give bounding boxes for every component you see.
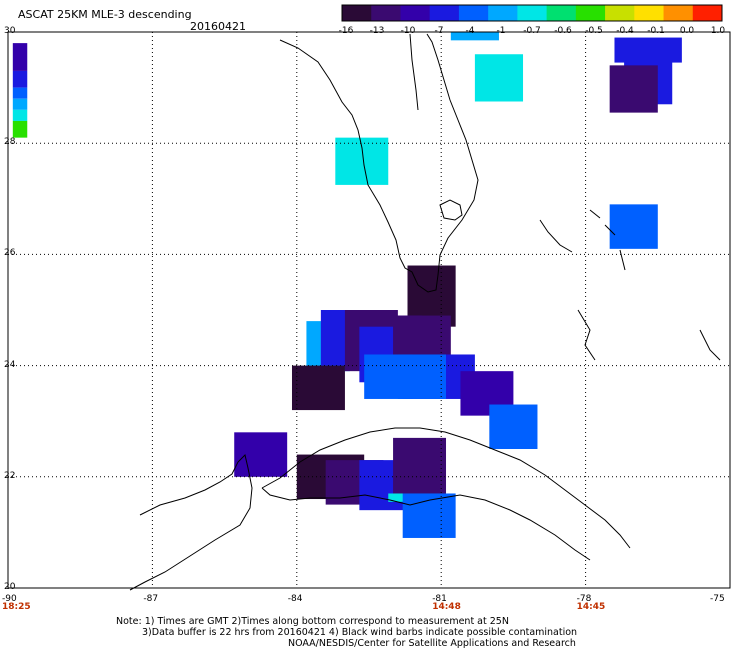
colorbar-label: -16: [338, 26, 354, 36]
pass-time-label: 14:48: [432, 602, 461, 612]
colorbar-swatch: [605, 5, 635, 21]
colorbar-label: -1: [496, 26, 506, 36]
pass-time-label: 14:45: [576, 602, 606, 612]
notes: Note: 1) Times are GMT 2)Times along bot…: [110, 616, 577, 649]
colorbar-label: -10: [400, 26, 416, 36]
colorbar-label: -13: [369, 26, 385, 36]
colorbar-label: -7: [434, 26, 444, 36]
wind-cell: [402, 493, 456, 538]
colorbar-frame: [341, 4, 723, 22]
wind-cell: [609, 65, 658, 113]
longitude-label: -81: [432, 594, 447, 604]
colorbar: [341, 4, 723, 22]
latitude-label: 30: [4, 26, 16, 36]
colorbar-swatch: [400, 5, 431, 21]
wind-cell: [609, 204, 658, 249]
wind-cell: [489, 404, 538, 449]
lat-lon-grid: [8, 32, 730, 588]
wind-cell: [12, 98, 28, 110]
wind-cell: [474, 54, 524, 102]
colorbar-label: -0.1: [647, 26, 665, 36]
latitude-label: 20: [4, 582, 16, 592]
coastline: [129, 33, 721, 591]
map-canvas: [7, 4, 731, 591]
pass-time-label: 18:25: [2, 602, 31, 612]
longitude-label: -87: [143, 594, 159, 604]
colorbar-label: -4: [465, 26, 475, 36]
note-line-3: NOAA/NESDIS/Center for Satellite Applica…: [288, 638, 576, 649]
colorbar-label: -0.5: [585, 26, 603, 36]
longitude-label: -90: [2, 594, 17, 604]
note-line-1: Note: 1) Times are GMT 2)Times along bot…: [116, 616, 509, 627]
colorbar-swatch: [663, 5, 694, 21]
colorbar-swatch: [692, 5, 723, 21]
colorbar-label: 0.0: [679, 26, 695, 36]
latitude-label: 28: [4, 137, 16, 148]
colorbar-swatch: [517, 5, 548, 21]
latitude-label: 22: [4, 470, 16, 481]
note-line-2: 3)Data buffer is 22 hrs from 20160421 4)…: [142, 627, 578, 638]
colorbar-swatch: [458, 5, 489, 21]
colorbar-swatch: [429, 5, 460, 21]
wind-cell: [614, 37, 682, 63]
colorbar-label: -0.6: [554, 26, 572, 36]
wind-cell: [12, 87, 28, 99]
colorbar-swatch: [488, 5, 518, 21]
map-frame: [7, 31, 731, 589]
map-title: ASCAT 25KM MLE-3 descending: [18, 8, 192, 21]
wind-cell: [291, 365, 345, 411]
map-date: 20160421: [190, 20, 246, 33]
wind-cell: [393, 437, 447, 500]
lake-okeechobee: [439, 199, 463, 221]
wind-cell: [12, 70, 28, 88]
colorbar-label: -0.4: [616, 26, 634, 36]
cuba-coastline: [261, 427, 631, 561]
colorbar-swatch: [342, 5, 372, 21]
longitude-label: -75: [710, 594, 725, 604]
wind-patches: [12, 32, 682, 538]
wind-cell: [450, 32, 499, 41]
florida-coastline: [279, 33, 479, 293]
colorbar-label: 1.0: [710, 26, 726, 36]
latitude-label: 26: [4, 248, 16, 259]
wind-cell: [397, 354, 447, 399]
wind-cell: [12, 109, 28, 121]
colorbar-swatch: [575, 5, 606, 21]
wind-cell: [234, 432, 288, 477]
longitude-label: -78: [576, 594, 592, 604]
latitude-label: 24: [4, 359, 16, 370]
colorbar-swatch: [546, 5, 577, 21]
atlantic-coastline: [409, 33, 419, 111]
wind-cell: [12, 43, 28, 71]
longitude-label: -84: [287, 594, 303, 604]
colorbar-swatch: [634, 5, 665, 21]
bahamas-andros: [539, 219, 573, 253]
yucatan-coastline: [129, 454, 253, 591]
wind-cell: [12, 120, 28, 138]
bahamas-islands: [577, 209, 721, 361]
colorbar-swatch: [371, 5, 401, 21]
colorbar-label: -0.7: [523, 26, 541, 36]
